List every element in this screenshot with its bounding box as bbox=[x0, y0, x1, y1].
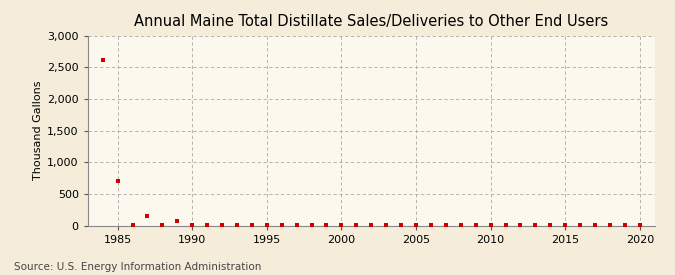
Point bbox=[530, 223, 541, 227]
Point bbox=[574, 223, 585, 227]
Point bbox=[470, 223, 481, 227]
Point bbox=[112, 179, 123, 183]
Point bbox=[127, 222, 138, 227]
Point bbox=[456, 223, 466, 227]
Point bbox=[351, 223, 362, 227]
Point bbox=[97, 58, 108, 63]
Point bbox=[291, 223, 302, 227]
Point bbox=[560, 223, 570, 227]
Point bbox=[396, 223, 406, 227]
Point bbox=[410, 223, 421, 227]
Point bbox=[425, 223, 436, 227]
Y-axis label: Thousand Gallons: Thousand Gallons bbox=[33, 81, 43, 180]
Point bbox=[620, 223, 630, 227]
Point bbox=[187, 223, 198, 227]
Point bbox=[232, 223, 242, 227]
Point bbox=[366, 223, 377, 227]
Point bbox=[172, 219, 183, 223]
Point bbox=[634, 223, 645, 227]
Point bbox=[336, 223, 347, 227]
Point bbox=[157, 223, 168, 227]
Point bbox=[500, 223, 511, 227]
Point bbox=[276, 223, 287, 227]
Point bbox=[515, 223, 526, 227]
Point bbox=[381, 223, 392, 227]
Point bbox=[142, 214, 153, 218]
Point bbox=[217, 223, 227, 227]
Point bbox=[321, 223, 332, 227]
Point bbox=[590, 223, 601, 227]
Point bbox=[261, 223, 272, 227]
Point bbox=[246, 223, 257, 227]
Title: Annual Maine Total Distillate Sales/Deliveries to Other End Users: Annual Maine Total Distillate Sales/Deli… bbox=[134, 14, 608, 29]
Text: Source: U.S. Energy Information Administration: Source: U.S. Energy Information Administ… bbox=[14, 262, 261, 272]
Point bbox=[306, 223, 317, 227]
Point bbox=[441, 223, 452, 227]
Point bbox=[545, 223, 556, 227]
Point bbox=[485, 223, 496, 227]
Point bbox=[605, 223, 616, 227]
Point bbox=[202, 223, 213, 227]
